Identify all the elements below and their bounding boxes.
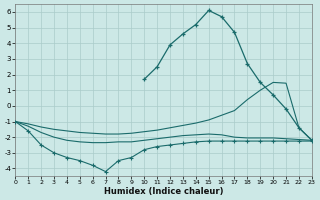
X-axis label: Humidex (Indice chaleur): Humidex (Indice chaleur) (104, 187, 223, 196)
